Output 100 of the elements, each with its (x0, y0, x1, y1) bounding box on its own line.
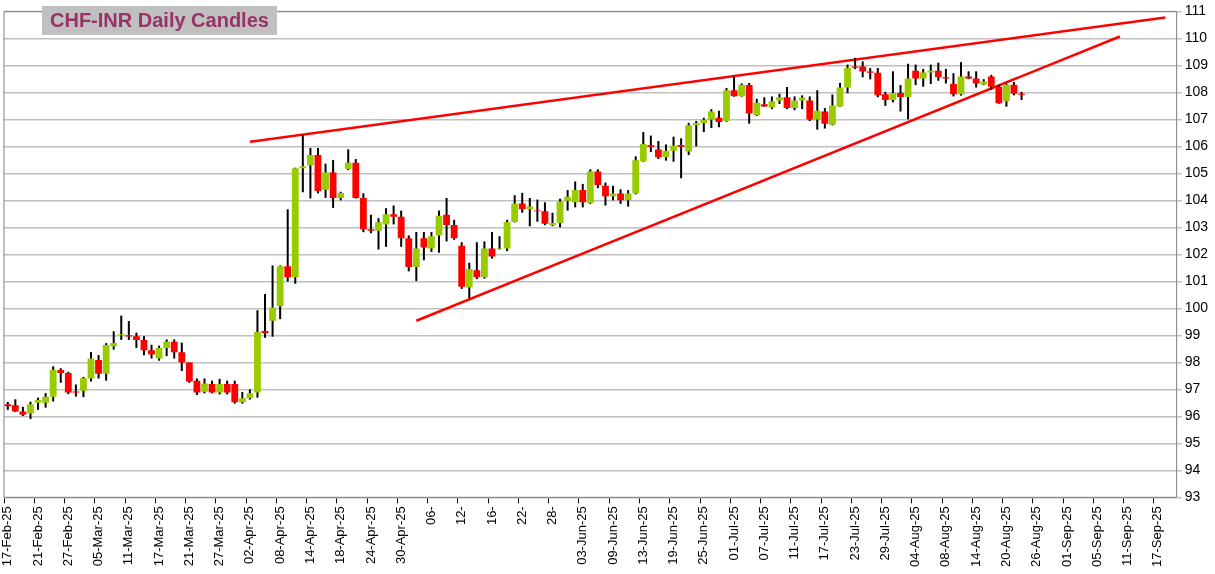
x-tick-label: 14-Aug-25 (967, 506, 983, 568)
x-tick-label: 07-Jul-25 (755, 506, 771, 561)
x-tick-label: 17-Mar-25 (150, 506, 166, 567)
y-tick-label: 109 (1184, 56, 1209, 73)
x-tick-label: 05-Mar-25 (90, 506, 106, 567)
candlestick (511, 194, 519, 224)
candlestick (428, 230, 435, 253)
candlestick (844, 63, 851, 95)
candlestick (443, 196, 450, 243)
x-tick-label: 11-Mar-25 (120, 506, 136, 566)
candlestick (178, 341, 186, 372)
x-tick-label: 24-Apr-25 (362, 506, 378, 565)
x-tick-label: 19-Jun-25 (665, 506, 681, 565)
x-tick-label: 29-Jul-25 (876, 506, 892, 561)
candlestick (450, 218, 458, 241)
y-tick-label: 95 (1184, 434, 1201, 451)
x-tick-label: 11-Jul-25 (786, 506, 802, 560)
y-tick-label: 106 (1184, 137, 1209, 154)
candlestick (556, 197, 564, 229)
candlestick (284, 208, 292, 283)
x-tick-label: 12- (453, 506, 469, 526)
y-tick-label: 93 (1184, 488, 1201, 505)
candlestick (95, 354, 102, 380)
candlestick (299, 134, 307, 194)
candlestick (995, 84, 1003, 105)
x-tick-label: 27-Mar-25 (211, 506, 227, 567)
candlestick (730, 75, 738, 98)
y-tick-label: 108 (1184, 83, 1209, 100)
x-tick-label: 09-Jun-25 (604, 506, 620, 565)
x-tick-label: 08-Aug-25 (937, 506, 953, 568)
x-tick-label: 28- (544, 506, 560, 526)
y-tick-label: 105 (1184, 164, 1209, 181)
candlestick (269, 264, 276, 338)
y-tick-label: 101 (1184, 272, 1209, 289)
candlestick (950, 72, 957, 98)
x-tick-label: 23-Jul-25 (846, 506, 862, 561)
candlestick (488, 230, 496, 260)
x-tick-label: 02-Apr-25 (241, 506, 257, 565)
candlestick (897, 84, 904, 113)
candlestick (813, 89, 821, 131)
x-tick-label: 01-Jul-25 (725, 506, 741, 561)
x-tick-label: 13-Jun-25 (634, 506, 650, 565)
x-tick-label: 27-Feb-25 (59, 506, 75, 567)
y-tick-label: 102 (1184, 245, 1209, 262)
x-tick-label: 17-Sep-25 (1149, 506, 1165, 568)
x-tick-label: 20-Aug-25 (998, 506, 1013, 568)
candlestick (1003, 82, 1010, 108)
candlestick (707, 108, 715, 130)
y-tick-label: 99 (1184, 326, 1201, 343)
x-tick-label: 16- (483, 506, 499, 526)
candlestick (473, 241, 481, 281)
y-tick-label: 110 (1184, 29, 1208, 46)
candlestick (670, 135, 677, 163)
y-tick-label: 97 (1184, 380, 1201, 397)
x-tick-label: 03-Jun-25 (574, 506, 590, 565)
candlestick (594, 168, 602, 190)
x-tick-label: 06- (423, 506, 439, 526)
candlestick (602, 181, 609, 207)
candlestick (934, 61, 942, 82)
y-tick-label: 107 (1184, 110, 1209, 127)
x-tick-label: 11-Sep-25 (1119, 506, 1135, 567)
candlestick (912, 63, 920, 87)
y-tick-label: 104 (1184, 191, 1209, 208)
candlestick (307, 146, 314, 200)
candlestick (170, 338, 178, 360)
candlestick (125, 320, 133, 341)
x-tick-label: 04-Aug-25 (907, 506, 923, 568)
candlestick (518, 191, 526, 214)
candlestick (412, 230, 420, 283)
x-tick-label: 01-Sep-25 (1058, 506, 1074, 568)
y-tick-label: 96 (1184, 407, 1201, 424)
candlestick (397, 209, 405, 248)
candlestick (806, 95, 814, 122)
candlestick (344, 148, 352, 172)
x-tick-label: 22- (513, 506, 529, 526)
candlestick (185, 361, 193, 384)
x-tick-label: 21-Feb-25 (29, 506, 45, 567)
candlestick (655, 139, 662, 161)
candlestick (420, 230, 428, 262)
y-tick-label: 98 (1184, 353, 1201, 370)
candlestick (496, 235, 503, 251)
y-tick-label: 94 (1184, 461, 1201, 478)
y-tick-label: 103 (1184, 218, 1209, 235)
x-tick-label: 25-Jun-25 (695, 506, 711, 565)
candlestick (677, 137, 685, 180)
x-tick-label: 14-Apr-25 (301, 506, 317, 565)
x-tick-label: 18-Apr-25 (332, 506, 348, 565)
candlestick (322, 162, 329, 199)
x-tick-label: 17-Jul-25 (816, 506, 832, 561)
y-tick-label: 100 (1184, 299, 1209, 316)
chart-title: CHF-INR Daily Candles (42, 6, 277, 35)
candlestick (579, 182, 587, 209)
candlestick (541, 201, 549, 227)
candlestick (367, 213, 375, 235)
x-tick-label: 17-Feb-25 (0, 506, 15, 567)
candlestick (465, 261, 473, 300)
y-tick-label: 111 (1184, 2, 1207, 19)
x-tick-label: 05-Sep-25 (1088, 506, 1104, 568)
candlestick (829, 93, 836, 127)
candlestick (390, 204, 398, 226)
